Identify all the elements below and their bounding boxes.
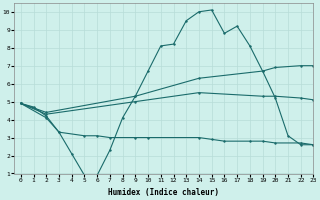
X-axis label: Humidex (Indice chaleur): Humidex (Indice chaleur) [108,188,220,197]
